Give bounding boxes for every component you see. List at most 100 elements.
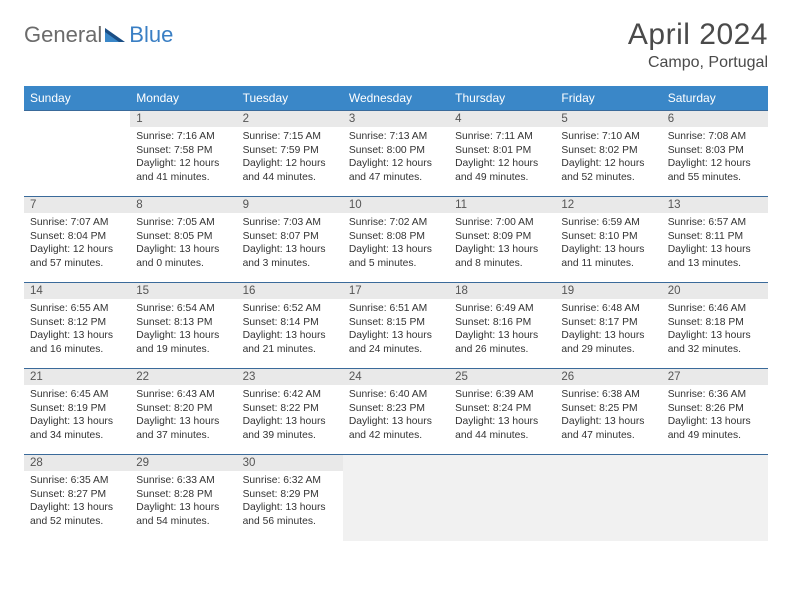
calendar-page: General Blue April 2024 Campo, Portugal … [0, 0, 792, 553]
date-number: 4 [449, 111, 555, 127]
day-cell [662, 455, 768, 541]
day-cell: 16Sunrise: 6:52 AMSunset: 8:14 PMDayligh… [237, 283, 343, 369]
daylight-text: Daylight: 13 hours and 37 minutes. [136, 415, 230, 442]
week-row: 1Sunrise: 7:16 AMSunset: 7:58 PMDaylight… [24, 111, 768, 197]
daylight-text: Daylight: 13 hours and 26 minutes. [455, 329, 549, 356]
sunrise-text: Sunrise: 7:08 AM [668, 130, 762, 144]
date-number: 1 [130, 111, 236, 127]
weekday-header-row: Sunday Monday Tuesday Wednesday Thursday… [24, 86, 768, 111]
date-number: 3 [343, 111, 449, 127]
date-number: 14 [24, 283, 130, 299]
day-details: Sunrise: 6:42 AMSunset: 8:22 PMDaylight:… [237, 385, 343, 446]
date-number: 27 [662, 369, 768, 385]
daylight-text: Daylight: 12 hours and 49 minutes. [455, 157, 549, 184]
sunrise-text: Sunrise: 6:54 AM [136, 302, 230, 316]
day-details: Sunrise: 7:02 AMSunset: 8:08 PMDaylight:… [343, 213, 449, 274]
sunset-text: Sunset: 8:01 PM [455, 144, 549, 158]
daylight-text: Daylight: 13 hours and 3 minutes. [243, 243, 337, 270]
date-number: 28 [24, 455, 130, 471]
sunrise-text: Sunrise: 6:46 AM [668, 302, 762, 316]
day-cell: 20Sunrise: 6:46 AMSunset: 8:18 PMDayligh… [662, 283, 768, 369]
sunrise-text: Sunrise: 6:57 AM [668, 216, 762, 230]
day-details: Sunrise: 7:03 AMSunset: 8:07 PMDaylight:… [237, 213, 343, 274]
daylight-text: Daylight: 13 hours and 32 minutes. [668, 329, 762, 356]
day-cell: 13Sunrise: 6:57 AMSunset: 8:11 PMDayligh… [662, 197, 768, 283]
week-row: 14Sunrise: 6:55 AMSunset: 8:12 PMDayligh… [24, 283, 768, 369]
sunset-text: Sunset: 8:10 PM [561, 230, 655, 244]
day-details: Sunrise: 7:00 AMSunset: 8:09 PMDaylight:… [449, 213, 555, 274]
sunrise-text: Sunrise: 6:35 AM [30, 474, 124, 488]
day-cell [449, 455, 555, 541]
daylight-text: Daylight: 13 hours and 16 minutes. [30, 329, 124, 356]
day-details: Sunrise: 6:35 AMSunset: 8:27 PMDaylight:… [24, 471, 130, 532]
sunrise-text: Sunrise: 6:48 AM [561, 302, 655, 316]
day-cell: 6Sunrise: 7:08 AMSunset: 8:03 PMDaylight… [662, 111, 768, 197]
day-details: Sunrise: 6:49 AMSunset: 8:16 PMDaylight:… [449, 299, 555, 360]
sunset-text: Sunset: 8:16 PM [455, 316, 549, 330]
sunset-text: Sunset: 8:18 PM [668, 316, 762, 330]
day-details: Sunrise: 7:07 AMSunset: 8:04 PMDaylight:… [24, 213, 130, 274]
sunset-text: Sunset: 8:00 PM [349, 144, 443, 158]
date-number: 7 [24, 197, 130, 213]
date-number: 12 [555, 197, 661, 213]
brand-logo: General Blue [24, 18, 173, 48]
daylight-text: Daylight: 12 hours and 55 minutes. [668, 157, 762, 184]
day-cell: 7Sunrise: 7:07 AMSunset: 8:04 PMDaylight… [24, 197, 130, 283]
day-cell: 21Sunrise: 6:45 AMSunset: 8:19 PMDayligh… [24, 369, 130, 455]
date-number: 16 [237, 283, 343, 299]
day-details: Sunrise: 7:10 AMSunset: 8:02 PMDaylight:… [555, 127, 661, 188]
daylight-text: Daylight: 13 hours and 13 minutes. [668, 243, 762, 270]
day-cell: 10Sunrise: 7:02 AMSunset: 8:08 PMDayligh… [343, 197, 449, 283]
day-cell: 3Sunrise: 7:13 AMSunset: 8:00 PMDaylight… [343, 111, 449, 197]
month-title: April 2024 [628, 18, 768, 52]
daylight-text: Daylight: 13 hours and 47 minutes. [561, 415, 655, 442]
daylight-text: Daylight: 13 hours and 21 minutes. [243, 329, 337, 356]
daylight-text: Daylight: 13 hours and 34 minutes. [30, 415, 124, 442]
brand-part2: Blue [129, 22, 173, 48]
sunset-text: Sunset: 8:26 PM [668, 402, 762, 416]
sunset-text: Sunset: 8:25 PM [561, 402, 655, 416]
day-cell: 28Sunrise: 6:35 AMSunset: 8:27 PMDayligh… [24, 455, 130, 541]
day-cell: 29Sunrise: 6:33 AMSunset: 8:28 PMDayligh… [130, 455, 236, 541]
day-details: Sunrise: 7:11 AMSunset: 8:01 PMDaylight:… [449, 127, 555, 188]
sunset-text: Sunset: 8:12 PM [30, 316, 124, 330]
sunrise-text: Sunrise: 6:52 AM [243, 302, 337, 316]
daylight-text: Daylight: 12 hours and 52 minutes. [561, 157, 655, 184]
weekday-header: Tuesday [237, 86, 343, 111]
sunset-text: Sunset: 8:27 PM [30, 488, 124, 502]
daylight-text: Daylight: 12 hours and 44 minutes. [243, 157, 337, 184]
daylight-text: Daylight: 13 hours and 0 minutes. [136, 243, 230, 270]
sunset-text: Sunset: 8:08 PM [349, 230, 443, 244]
brand-part1: General [24, 22, 102, 48]
sunset-text: Sunset: 8:22 PM [243, 402, 337, 416]
sunrise-text: Sunrise: 7:07 AM [30, 216, 124, 230]
day-details: Sunrise: 6:39 AMSunset: 8:24 PMDaylight:… [449, 385, 555, 446]
sunrise-text: Sunrise: 6:51 AM [349, 302, 443, 316]
date-number: 9 [237, 197, 343, 213]
date-number: 20 [662, 283, 768, 299]
week-row: 21Sunrise: 6:45 AMSunset: 8:19 PMDayligh… [24, 369, 768, 455]
day-details: Sunrise: 6:52 AMSunset: 8:14 PMDaylight:… [237, 299, 343, 360]
sunrise-text: Sunrise: 6:33 AM [136, 474, 230, 488]
weekday-header: Thursday [449, 86, 555, 111]
day-details: Sunrise: 7:15 AMSunset: 7:59 PMDaylight:… [237, 127, 343, 188]
daylight-text: Daylight: 12 hours and 57 minutes. [30, 243, 124, 270]
date-number: 8 [130, 197, 236, 213]
date-number: 30 [237, 455, 343, 471]
day-details: Sunrise: 6:51 AMSunset: 8:15 PMDaylight:… [343, 299, 449, 360]
day-details: Sunrise: 6:43 AMSunset: 8:20 PMDaylight:… [130, 385, 236, 446]
sunrise-text: Sunrise: 6:38 AM [561, 388, 655, 402]
sunset-text: Sunset: 8:29 PM [243, 488, 337, 502]
daylight-text: Daylight: 13 hours and 24 minutes. [349, 329, 443, 356]
daylight-text: Daylight: 13 hours and 8 minutes. [455, 243, 549, 270]
calendar-table: Sunday Monday Tuesday Wednesday Thursday… [24, 86, 768, 541]
date-number: 22 [130, 369, 236, 385]
week-row: 28Sunrise: 6:35 AMSunset: 8:27 PMDayligh… [24, 455, 768, 541]
title-block: April 2024 Campo, Portugal [628, 18, 768, 72]
day-details: Sunrise: 7:05 AMSunset: 8:05 PMDaylight:… [130, 213, 236, 274]
day-details: Sunrise: 6:46 AMSunset: 8:18 PMDaylight:… [662, 299, 768, 360]
day-cell [343, 455, 449, 541]
date-number: 21 [24, 369, 130, 385]
sunset-text: Sunset: 8:03 PM [668, 144, 762, 158]
weekday-header: Wednesday [343, 86, 449, 111]
